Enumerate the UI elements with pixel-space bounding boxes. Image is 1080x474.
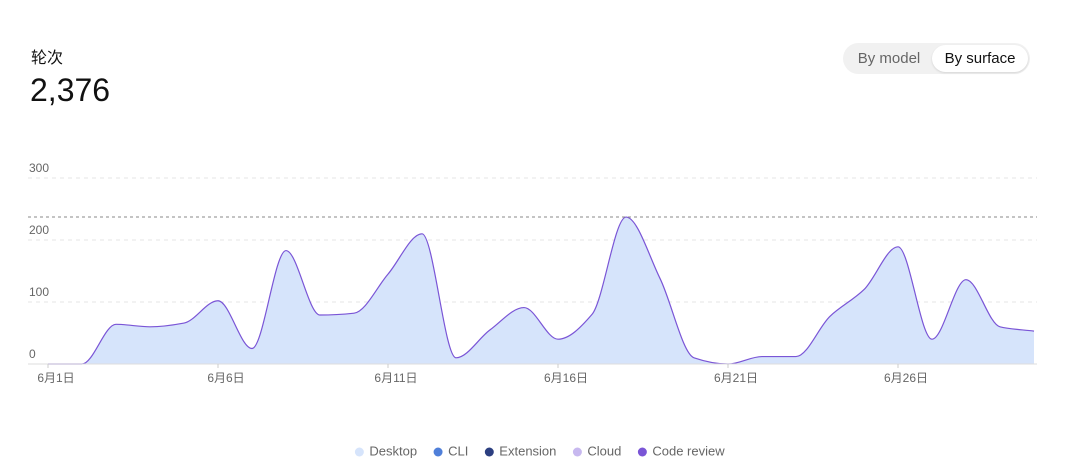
total: 2,376	[30, 72, 111, 108]
x-tick-label: 6月21日	[714, 371, 758, 385]
y-tick-label: 200	[29, 223, 49, 237]
legend-label: Code review	[652, 443, 725, 458]
x-tick-label: 6月11日	[374, 371, 417, 385]
legend-marker	[354, 447, 364, 457]
x-tick-label: 6月26日	[884, 371, 928, 385]
area	[48, 217, 1034, 364]
x-tick-label: 6月16日	[544, 371, 588, 385]
x-tick-label: 6月6日	[207, 371, 244, 385]
y-tick-label: 0	[29, 347, 36, 361]
y-tick-label: 300	[29, 161, 49, 175]
legend-marker	[572, 447, 582, 457]
legend-label: Cloud	[587, 443, 621, 458]
legend-label: Extension	[499, 443, 556, 458]
area-line	[48, 216, 1035, 365]
legend-label: Desktop	[369, 443, 417, 458]
legend-marker	[433, 447, 443, 457]
legend-marker	[484, 447, 494, 457]
legend-label: CLI	[448, 443, 468, 458]
toggle-option[interactable]: By model	[857, 50, 921, 67]
y-tick-label: 100	[29, 285, 49, 299]
x-tick-label: 6月1日	[37, 371, 74, 385]
chart-title: 轮次	[31, 50, 64, 67]
toggle: By model By surface	[843, 43, 1030, 74]
legend: Desktop CLI Extension Cloud Code review	[354, 443, 725, 458]
toggle-option[interactable]: By surface	[932, 45, 1028, 72]
legend-marker	[637, 447, 647, 457]
